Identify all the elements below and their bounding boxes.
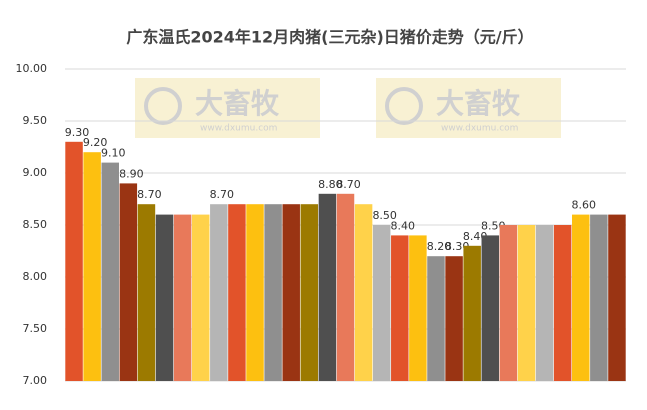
bar xyxy=(499,225,518,381)
value-label: 8.50 xyxy=(481,219,506,232)
bar xyxy=(572,214,590,381)
bar xyxy=(590,214,608,381)
watermarks: 大畜牧 www.dxumu.com 大畜牧 www.dxumu.com xyxy=(135,78,561,138)
value-label: 8.90 xyxy=(119,167,144,180)
watermark-url: www.dxumu.com xyxy=(200,124,277,134)
bar xyxy=(83,152,101,381)
y-tick-label: 9.00 xyxy=(23,166,48,179)
y-tick-label: 8.50 xyxy=(23,218,48,231)
bar xyxy=(445,256,463,381)
bar xyxy=(228,204,246,381)
bar xyxy=(318,193,337,381)
bar xyxy=(391,235,409,381)
value-label: 8.40 xyxy=(391,219,416,232)
y-tick-label: 7.50 xyxy=(23,322,48,335)
bar xyxy=(101,162,119,381)
value-label: 9.30 xyxy=(65,126,90,139)
bar xyxy=(119,183,138,381)
bar xyxy=(409,235,427,381)
bar xyxy=(535,225,554,381)
bar xyxy=(264,204,282,381)
watermark-logo xyxy=(385,87,423,125)
bar xyxy=(553,225,572,381)
value-label: 8.70 xyxy=(336,178,361,191)
bar xyxy=(246,204,264,381)
bar xyxy=(481,235,500,381)
value-label: 8.60 xyxy=(572,199,597,212)
value-label: 8.40 xyxy=(463,230,488,243)
bar xyxy=(210,204,228,381)
value-label: 8.80 xyxy=(318,178,343,191)
bar xyxy=(463,245,481,381)
watermark-url: www.dxumu.com xyxy=(441,124,518,134)
y-tick-label: 10.00 xyxy=(16,62,48,75)
bar xyxy=(282,204,300,381)
bar xyxy=(517,225,536,381)
y-tick-label: 9.50 xyxy=(23,114,48,127)
bar xyxy=(173,214,192,381)
watermark-logo xyxy=(144,87,182,125)
bar xyxy=(336,193,355,381)
value-label: 8.70 xyxy=(210,188,235,201)
bar xyxy=(372,225,391,381)
bar xyxy=(427,256,445,381)
chart-title: 广东温氏2024年12月肉猪(三元杂)日猪价走势（元/斤） xyxy=(126,28,533,47)
value-label: 8.50 xyxy=(372,209,397,222)
bar xyxy=(300,204,319,381)
bar xyxy=(608,214,626,381)
watermark-text: 大畜牧 xyxy=(436,87,521,120)
value-label: 9.10 xyxy=(101,147,126,160)
bar xyxy=(191,214,210,381)
value-label: 8.70 xyxy=(137,188,162,201)
y-tick-label: 8.00 xyxy=(23,270,48,283)
value-label: 8.30 xyxy=(445,240,470,253)
value-label: 9.20 xyxy=(83,136,108,149)
bar xyxy=(155,214,174,381)
bar xyxy=(137,204,156,381)
value-label: 8.20 xyxy=(427,240,452,253)
bar xyxy=(354,204,373,381)
watermark-text: 大畜牧 xyxy=(195,87,280,120)
bar xyxy=(65,141,83,381)
y-tick-label: 7.00 xyxy=(23,374,48,387)
